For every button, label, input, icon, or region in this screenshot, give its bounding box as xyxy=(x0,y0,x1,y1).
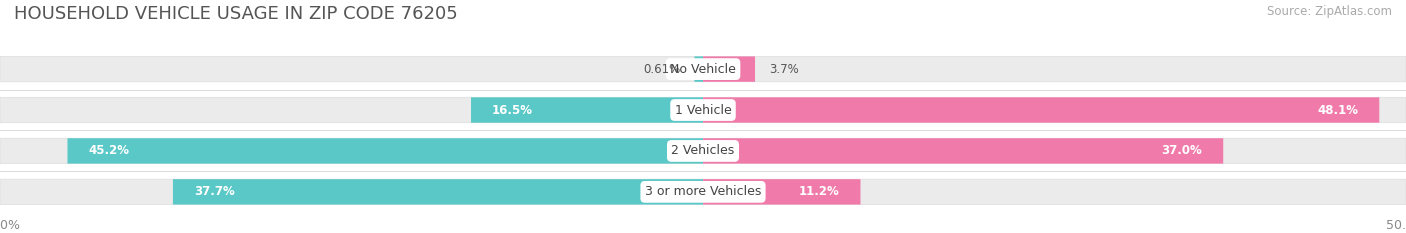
Text: 37.0%: 37.0% xyxy=(1161,144,1202,158)
Text: 16.5%: 16.5% xyxy=(492,103,533,116)
FancyBboxPatch shape xyxy=(0,138,1406,164)
FancyBboxPatch shape xyxy=(67,138,703,164)
Text: 3 or more Vehicles: 3 or more Vehicles xyxy=(645,185,761,198)
Text: 1 Vehicle: 1 Vehicle xyxy=(675,103,731,116)
Text: 0.61%: 0.61% xyxy=(643,63,681,75)
FancyBboxPatch shape xyxy=(703,138,1223,164)
Text: No Vehicle: No Vehicle xyxy=(671,63,735,75)
FancyBboxPatch shape xyxy=(703,97,1379,123)
Text: 2 Vehicles: 2 Vehicles xyxy=(672,144,734,158)
FancyBboxPatch shape xyxy=(0,179,1406,205)
FancyBboxPatch shape xyxy=(695,56,703,82)
FancyBboxPatch shape xyxy=(0,97,1406,123)
Text: 37.7%: 37.7% xyxy=(194,185,235,198)
FancyBboxPatch shape xyxy=(0,56,1406,82)
FancyBboxPatch shape xyxy=(703,179,860,205)
Text: 45.2%: 45.2% xyxy=(89,144,129,158)
Text: HOUSEHOLD VEHICLE USAGE IN ZIP CODE 76205: HOUSEHOLD VEHICLE USAGE IN ZIP CODE 7620… xyxy=(14,5,458,23)
Text: 3.7%: 3.7% xyxy=(769,63,799,75)
FancyBboxPatch shape xyxy=(173,179,703,205)
FancyBboxPatch shape xyxy=(703,56,755,82)
FancyBboxPatch shape xyxy=(471,97,703,123)
Text: 11.2%: 11.2% xyxy=(799,185,839,198)
Text: 48.1%: 48.1% xyxy=(1317,103,1358,116)
Text: Source: ZipAtlas.com: Source: ZipAtlas.com xyxy=(1267,5,1392,18)
